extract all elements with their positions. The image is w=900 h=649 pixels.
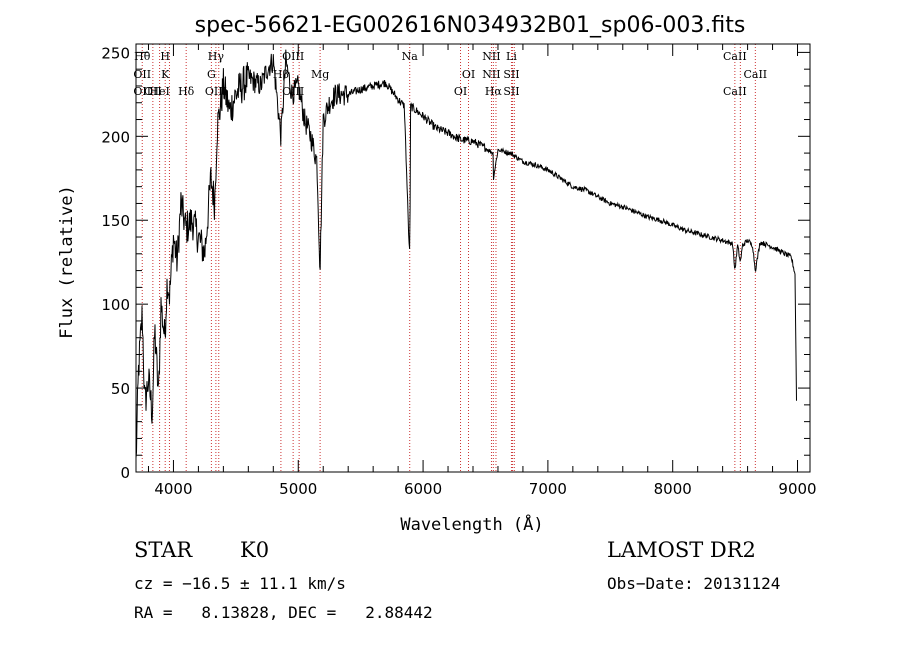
- line-label: Hγ: [208, 50, 225, 63]
- line-label: CaII: [743, 68, 767, 81]
- line-label: OII: [144, 85, 162, 98]
- coordinates: RA = 8.13828, DEC = 2.88442: [134, 603, 433, 622]
- axes: 4000 5000 6000 7000 8000 9000 0 50 100 150 200 250: [101, 44, 817, 498]
- line-label: G: [207, 68, 216, 81]
- x-axis-label: Wavelength (Å): [400, 513, 543, 535]
- y-tick-label: 100: [101, 296, 130, 314]
- x-tick-label: 5000: [279, 480, 317, 498]
- x-tick-label: 8000: [654, 480, 692, 498]
- line-label: Hα: [485, 85, 503, 98]
- x-tick-label: 7000: [529, 480, 567, 498]
- chart-title: spec-56621-EG002616N034932B01_sp06-003.f…: [195, 13, 746, 38]
- line-label: K: [161, 68, 170, 81]
- line-label: SII: [503, 85, 519, 98]
- y-tick-label: 50: [111, 380, 130, 398]
- redshift-cz: cz = −16.5 ± 11.1 km/s: [134, 574, 346, 593]
- spectral-line-labels: HθOIIOIIOIIHeIHKHδGHγOIIIHβOIIIOIIIMgNaO…: [133, 50, 767, 98]
- line-label: SII: [503, 68, 519, 81]
- spectrum-series: [135, 49, 797, 458]
- x-tick-label: 9000: [778, 480, 816, 498]
- y-tick-label: 0: [120, 464, 130, 482]
- line-label: NII: [482, 68, 500, 81]
- line-label: Hδ: [178, 85, 195, 98]
- x-tick-label: 4000: [154, 480, 192, 498]
- line-label: CaII: [723, 50, 747, 63]
- line-label: OI: [462, 68, 475, 81]
- line-label: OII: [133, 85, 151, 98]
- line-label: HeI: [149, 85, 169, 98]
- line-label: OI: [454, 85, 467, 98]
- plot-frame: [135, 43, 811, 473]
- line-label: Li: [506, 50, 517, 63]
- line-label: Hθ: [134, 50, 151, 63]
- spectral-line-markers: [141, 44, 756, 472]
- line-label: NII: [482, 50, 500, 63]
- x-tick-label: 6000: [404, 480, 442, 498]
- line-label: Mg: [311, 68, 329, 81]
- object-class: STAR: [134, 538, 193, 562]
- line-label: H: [160, 50, 170, 63]
- line-label: Na: [402, 50, 419, 63]
- subclass: K0: [240, 538, 270, 562]
- obs-date: Obs−Date: 20131124: [607, 574, 781, 593]
- y-tick-label: 150: [101, 212, 130, 230]
- y-axis-label: Flux (relative): [57, 185, 77, 339]
- y-tick-label: 200: [101, 128, 130, 146]
- line-label: OII: [133, 68, 151, 81]
- line-label: CaII: [723, 85, 747, 98]
- survey-name: LAMOST DR2: [607, 538, 756, 562]
- y-tick-label: 250: [101, 44, 130, 62]
